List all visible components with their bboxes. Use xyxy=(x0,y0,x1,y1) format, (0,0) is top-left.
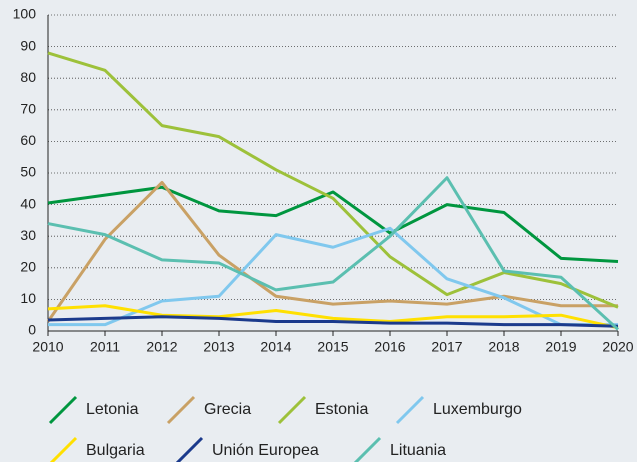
y-tick-label: 90 xyxy=(20,37,36,53)
series-line xyxy=(47,315,619,328)
legend-icon xyxy=(353,436,382,462)
series-line xyxy=(47,176,620,331)
legend-icon xyxy=(49,436,78,462)
legend-icon xyxy=(166,395,196,425)
y-tick-label: 80 xyxy=(20,69,36,85)
series-line xyxy=(47,185,619,263)
legend-icon xyxy=(395,395,425,425)
legend-label: Letonia xyxy=(86,401,139,418)
x-tick-label: 2017 xyxy=(431,339,462,355)
x-tick-label: 2016 xyxy=(374,339,405,355)
legend-icon xyxy=(175,436,204,462)
y-tick-label: 10 xyxy=(20,290,36,306)
legend-label: Lituania xyxy=(390,442,446,459)
legend-icon xyxy=(48,395,78,425)
y-tick-label: 20 xyxy=(20,259,36,275)
x-tick-label: 2012 xyxy=(146,339,177,355)
legend-icon xyxy=(277,395,307,425)
y-tick-label: 30 xyxy=(20,227,36,243)
y-tick-label: 0 xyxy=(28,322,36,338)
y-tick-label: 60 xyxy=(20,132,36,148)
x-tick-label: 2011 xyxy=(90,339,120,355)
x-tick-label: 2015 xyxy=(317,339,348,355)
x-tick-label: 2020 xyxy=(602,339,633,355)
x-tick-label: 2018 xyxy=(488,339,519,355)
series-line xyxy=(47,51,619,309)
series-line xyxy=(48,226,618,327)
y-tick-label: 40 xyxy=(20,195,36,211)
y-tick-label: 70 xyxy=(20,101,36,117)
x-tick-label: 2019 xyxy=(545,339,576,355)
legend-label: Bulgaria xyxy=(86,442,145,459)
x-tick-label: 2010 xyxy=(32,339,63,355)
series-line xyxy=(46,180,618,323)
legend-label: Luxemburgo xyxy=(433,401,522,418)
x-tick-label: 2013 xyxy=(203,339,234,355)
y-tick-label: 50 xyxy=(20,164,36,180)
y-tick-label: 100 xyxy=(13,6,37,22)
x-tick-label: 2014 xyxy=(260,339,291,355)
legend-label: Estonia xyxy=(315,401,368,418)
legend-label: Unión Europea xyxy=(212,442,319,459)
series-line xyxy=(47,304,619,330)
legend-label: Grecia xyxy=(204,401,251,418)
